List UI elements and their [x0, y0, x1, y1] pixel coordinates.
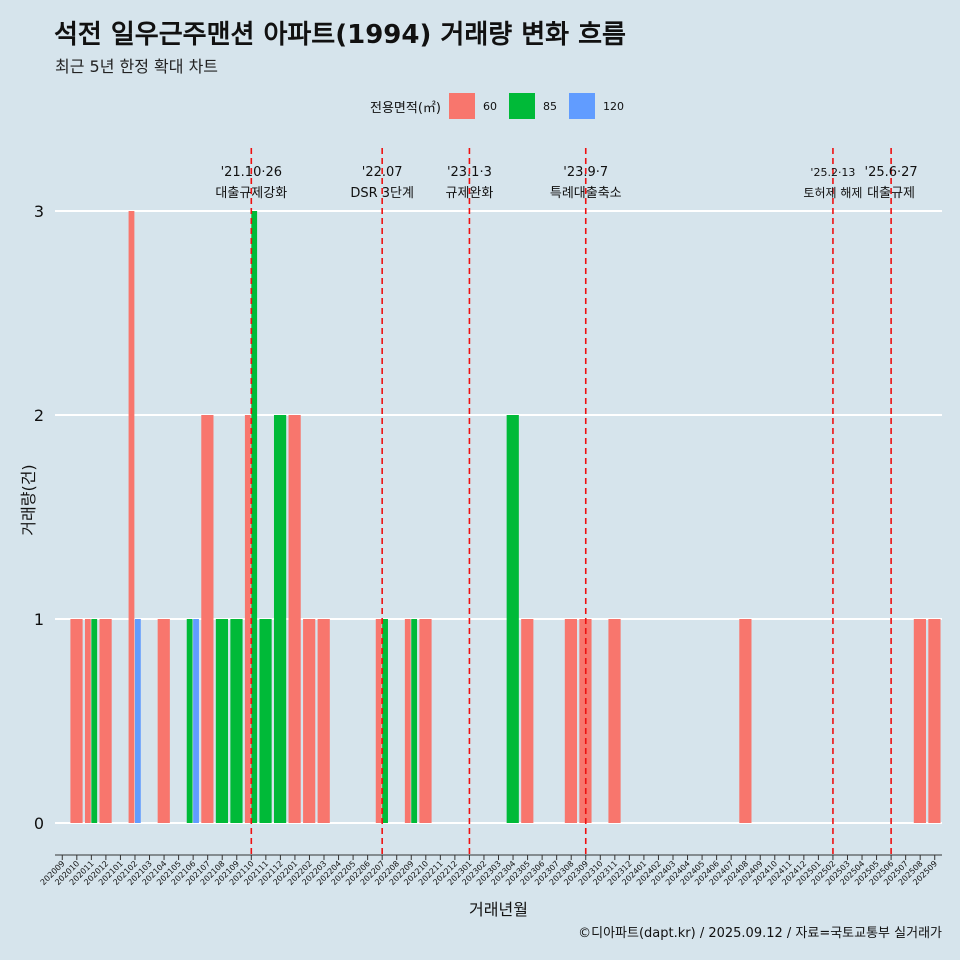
- legend-label-120: 120: [602, 99, 624, 113]
- event-text-label: 규제완화: [445, 186, 493, 201]
- bar-202109-85: [230, 619, 243, 823]
- event-date-label: '22.07: [362, 165, 403, 180]
- bar-202012-60: [99, 619, 112, 823]
- legend: 전용면적(㎡) 60 85 120: [370, 93, 628, 119]
- event-date-label: '23.1·3: [447, 165, 492, 180]
- event-text-label: 토허제 해제: [803, 186, 862, 200]
- bar-202112-85: [273, 415, 287, 823]
- bar-202408-60: [739, 619, 752, 823]
- bar-202111-85: [259, 619, 272, 823]
- legend-label-60: 60: [482, 99, 497, 113]
- bar-202011-85: [91, 619, 98, 823]
- bar-202202-60: [303, 619, 316, 823]
- legend-item-120: 120: [568, 93, 624, 119]
- bar-202108-85: [215, 619, 229, 823]
- chart-title: 석전 일우근주맨션 아파트(1994) 거래량 변화 흐름: [54, 20, 626, 50]
- event-text-label: DSR 3단계: [350, 186, 414, 201]
- bar-202311-60: [608, 619, 621, 823]
- event-text-label: 대출규제강화: [215, 186, 287, 201]
- footer-credit: ©디아파트(dapt.kr) / 2025.09.12 / 자료=국토교통부 실…: [578, 926, 942, 941]
- y-tick-label: 2: [34, 406, 44, 425]
- event-date-label: '25.6·27: [865, 165, 918, 180]
- bar-202203-60: [317, 619, 330, 823]
- y-tick-label: 0: [34, 814, 44, 833]
- bar-202209-85: [411, 619, 418, 823]
- bar-202210-60: [419, 619, 432, 823]
- bar-202102-60: [128, 211, 135, 823]
- bar-202110-60: [244, 415, 251, 823]
- bar-202209-60: [404, 619, 411, 823]
- event-date-label: '25.2·13: [810, 166, 855, 179]
- legend-title: 전용면적(㎡): [370, 100, 441, 116]
- x-axis-title: 거래년월: [469, 900, 528, 919]
- legend-item-85: 85: [508, 93, 557, 119]
- y-tick-label: 1: [34, 610, 44, 629]
- bar-202107-60: [201, 415, 214, 823]
- legend-item-60: 60: [448, 93, 497, 119]
- bar-202508-60: [913, 619, 926, 823]
- bar-202106-120: [193, 619, 199, 823]
- event-date-label: '23.9·7: [563, 165, 608, 180]
- bar-202104-60: [157, 619, 170, 823]
- bar-202201-60: [288, 415, 301, 823]
- bar-202509-60: [928, 619, 941, 823]
- event-text-label: 대출규제: [867, 186, 915, 201]
- bar-202102-120: [134, 619, 141, 823]
- legend-swatch-60: [448, 93, 475, 119]
- event-text-label: 특례대출축소: [550, 186, 622, 201]
- bar-202106-85: [186, 619, 193, 823]
- bar-202011-60: [84, 619, 91, 823]
- bar-202308-60: [564, 619, 578, 823]
- y-axis-title: 거래량(건): [19, 464, 38, 535]
- chart-subtitle: 최근 5년 한정 확대 차트: [55, 57, 219, 76]
- bar-202207-85: [382, 619, 388, 823]
- bar-202304-85: [506, 415, 519, 823]
- bar-202305-60: [521, 619, 534, 823]
- legend-swatch-85: [508, 93, 535, 119]
- y-tick-label: 3: [34, 202, 44, 221]
- bar-202110-85: [251, 211, 258, 823]
- legend-swatch-120: [568, 93, 595, 119]
- event-date-label: '21.10·26: [221, 165, 282, 180]
- bar-202010-60: [70, 619, 83, 823]
- legend-label-85: 85: [542, 99, 557, 113]
- bar-202207-60: [375, 619, 382, 823]
